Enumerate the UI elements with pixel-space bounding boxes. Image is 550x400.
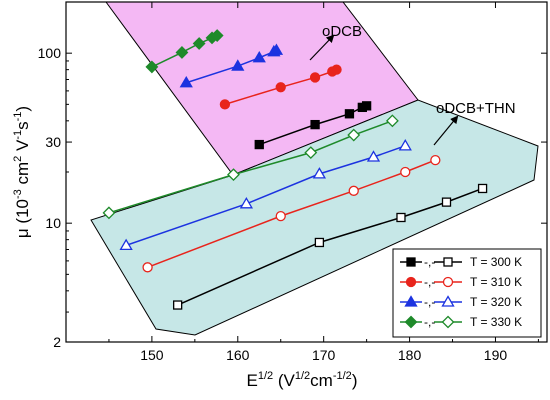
s300-odcb_thn-point-1 — [173, 300, 183, 310]
tick-layer: 150 160 170 180 190 2 10 30 100 — [38, 1, 547, 363]
legend-separator: -,- — [424, 275, 435, 289]
s310-odcb_thn-point-2 — [275, 210, 286, 222]
legend-marker-open — [441, 315, 455, 329]
s320-odcb-point-5 — [269, 43, 284, 55]
s330-odcb-point-3 — [192, 37, 206, 50]
s330-odcb_thn-series — [102, 114, 399, 220]
s310-odcb_thn-point-3 — [348, 185, 359, 196]
s330-odcb_thn-point-4 — [347, 128, 361, 142]
legend-entry-s310: -,- T = 310 K — [400, 275, 522, 289]
s320-odcb_thn-point-3 — [312, 167, 327, 179]
s330-odcb-point-1 — [145, 60, 159, 74]
s320-odcb_thn-series — [119, 139, 412, 251]
s330-odcb_thn-point-3 — [304, 146, 318, 160]
s310-odcb-point-5 — [331, 64, 342, 75]
y-tick-label: 30 — [45, 134, 61, 150]
s330-odcb-series — [145, 29, 224, 74]
s300-odcb-point-2 — [310, 119, 320, 130]
s320-odcb_thn-point-5 — [398, 139, 412, 151]
s300-odcb-point-3 — [344, 109, 355, 119]
s320-odcb_thn-point-2 — [239, 197, 254, 209]
s300-odcb_thn-point-4 — [441, 197, 452, 207]
legend-entry-s300: -,- T = 300 K — [400, 255, 522, 269]
legend-separator: -,- — [424, 315, 435, 329]
s310-odcb-point-2 — [275, 82, 286, 93]
s330-odcb_thn-point-2 — [227, 168, 240, 182]
x-tick-label: 160 — [226, 347, 250, 363]
s300-odcb_thn-point-3 — [396, 212, 406, 223]
y-tick-label: 2 — [53, 334, 61, 350]
s300-odcb-point-5 — [361, 101, 372, 111]
s330-odcb-point-5 — [210, 29, 224, 42]
legend-marker-filled — [404, 315, 418, 329]
s300-odcb-point-1 — [254, 139, 264, 150]
legend-separator: -,- — [424, 295, 435, 309]
s320-odcb_thn-point-4 — [366, 150, 381, 162]
y-tick-label: 10 — [45, 215, 61, 231]
legend: -,- T = 300 K -,- T = 310 K -,- T = 320 K -,- T… — [392, 248, 542, 338]
legend-label: T = 310 K — [470, 275, 522, 289]
s310-odcb-point-3 — [309, 72, 321, 83]
legend-marker-open — [443, 257, 453, 267]
s310-odcb-series — [219, 64, 342, 110]
s310-odcb_thn-point-4 — [400, 166, 411, 178]
s300-odcb_thn-point-2 — [314, 237, 325, 248]
legend-label: T = 300 K — [470, 255, 522, 269]
s310-odcb-point-1 — [219, 99, 231, 110]
y-tick-label: 100 — [38, 45, 62, 61]
s330-odcb-point-2 — [175, 46, 189, 59]
s310-odcb_thn-series — [142, 154, 441, 273]
legend-separator: -,- — [424, 255, 435, 269]
x-axis-title: E1/2 (V1/2cm-1/2) — [247, 370, 358, 390]
s330-odcb_thn-point-5 — [385, 114, 399, 128]
x-tick-label: 150 — [140, 347, 164, 363]
legend-marker-filled — [405, 276, 417, 288]
legend-marker-open — [441, 295, 455, 307]
s320-odcb-series — [179, 43, 284, 88]
series-layer — [102, 29, 488, 310]
legend-entry-s320: -,- T = 320 K — [400, 295, 522, 309]
s310-odcb_thn-point-5 — [430, 154, 441, 166]
s300-odcb-series — [254, 101, 372, 150]
legend-label: T = 320 K — [470, 295, 522, 309]
legend-entry-s330: -,- T = 330 K — [400, 315, 522, 329]
legend-label: T = 330 K — [470, 315, 522, 329]
odcb-annotation: oDCB — [322, 23, 362, 40]
s330-odcb_thn-point-1 — [102, 206, 116, 220]
x-tick-label: 170 — [312, 347, 336, 363]
s300-odcb_thn-point-5 — [477, 183, 488, 194]
s320-odcb-point-3 — [252, 50, 266, 63]
s310-odcb_thn-point-1 — [142, 262, 153, 273]
s300-odcb_thn-series — [173, 183, 488, 310]
s320-odcb-point-2 — [231, 59, 245, 71]
legend-marker-filled — [406, 257, 416, 267]
legend-marker-filled — [404, 295, 418, 307]
legend-marker-open — [442, 276, 454, 288]
odcb-thn-region — [90, 99, 539, 336]
x-tick-label: 180 — [398, 347, 422, 363]
x-tick-label: 190 — [484, 347, 508, 363]
s320-odcb-point-1 — [179, 75, 193, 88]
odcb-arrow — [309, 34, 335, 61]
s320-odcb_thn-point-1 — [119, 238, 133, 251]
y-axis-title: μ (10-3 cm2 V-1s-1) — [12, 106, 32, 238]
odcb-thn-annotation: oDCB+THN — [436, 100, 516, 117]
odcb-thn-arrow — [433, 115, 459, 146]
